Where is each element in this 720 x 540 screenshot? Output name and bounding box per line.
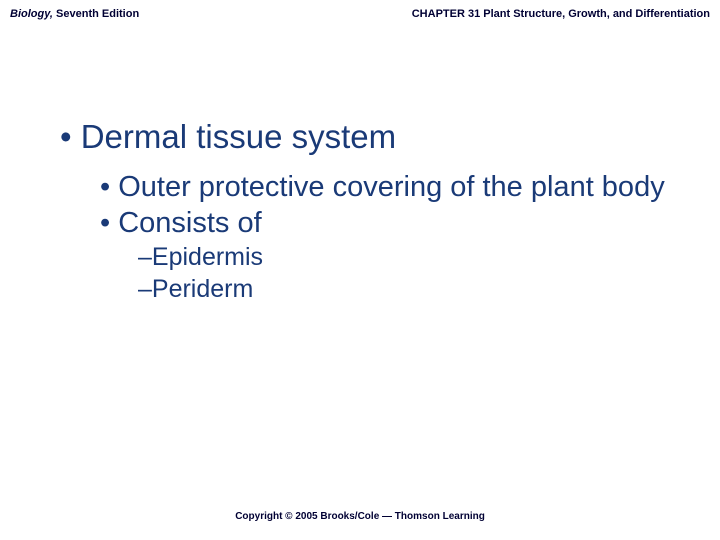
slide-header: Biology, Seventh Edition CHAPTER 31 Plan… — [10, 8, 710, 20]
chapter-title: CHAPTER 31 Plant Structure, Growth, and … — [412, 8, 710, 20]
bullet-level1: • Dermal tissue system — [60, 118, 690, 156]
copyright-footer: Copyright © 2005 Brooks/Cole — Thomson L… — [0, 511, 720, 522]
slide-content: • Dermal tissue system • Outer protectiv… — [60, 118, 690, 306]
book-title: Biology, Seventh Edition — [10, 8, 139, 20]
book-title-edition: Seventh Edition — [53, 8, 139, 20]
bullet-level2: • Outer protective covering of the plant… — [100, 170, 690, 204]
bullet-level3: –Epidermis — [138, 242, 690, 272]
bullet-level2: • Consists of — [100, 206, 690, 240]
book-title-italic: Biology, — [10, 8, 53, 20]
bullet-level3: –Periderm — [138, 274, 690, 304]
